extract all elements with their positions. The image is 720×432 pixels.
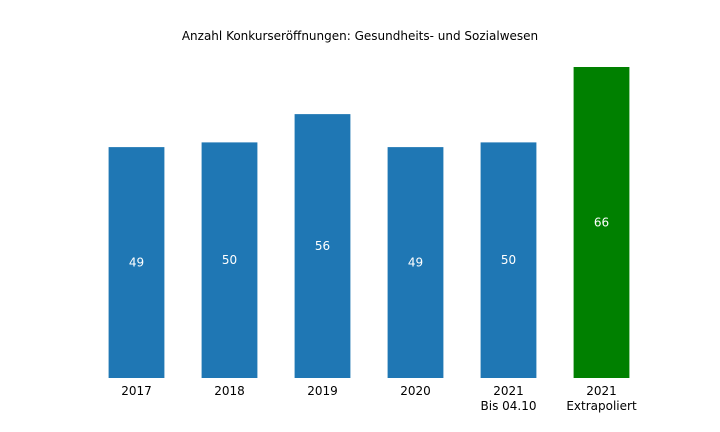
bar-value-label-2: 56 <box>315 239 330 253</box>
bar-value-label-4: 50 <box>501 253 516 267</box>
bars-layer <box>108 67 630 379</box>
bar-1 <box>201 142 258 378</box>
bar-value-label-5: 66 <box>594 216 609 230</box>
x-tick-label-3: 2020 <box>400 384 431 398</box>
x-tick-label-line: 2020 <box>400 384 431 398</box>
bar-0 <box>108 147 165 378</box>
x-tick-label-0: 2017 <box>121 384 152 398</box>
bar-2 <box>294 114 351 379</box>
x-tick-label-2: 2019 <box>307 384 338 398</box>
x-tick-label-line: 2021 <box>586 384 617 398</box>
x-tick-label-4: 2021 Bis 04.10 <box>481 384 537 413</box>
bar-5 <box>573 67 630 378</box>
x-tick-label-line: Extrapoliert <box>566 399 637 413</box>
data-labels-layer: 49 50 56 49 50 66 <box>129 216 609 270</box>
x-tick-label-1: 2018 <box>214 384 245 398</box>
bar-value-label-0: 49 <box>129 256 144 270</box>
x-tick-label-line: 2019 <box>307 384 338 398</box>
x-tick-label-5: 2021 Extrapoliert <box>566 384 637 413</box>
x-tick-label-line: Bis 04.10 <box>481 399 537 413</box>
x-tick-label-line: 2017 <box>121 384 152 398</box>
x-tick-label-line: 2018 <box>214 384 245 398</box>
chart-title: Anzahl Konkurseröffnungen: Gesundheits- … <box>182 29 538 43</box>
bar-value-label-1: 50 <box>222 253 237 267</box>
bar-3 <box>387 147 444 378</box>
x-tick-label-line: 2021 <box>493 384 524 398</box>
bar-value-label-3: 49 <box>408 256 423 270</box>
bar-4 <box>480 142 537 378</box>
